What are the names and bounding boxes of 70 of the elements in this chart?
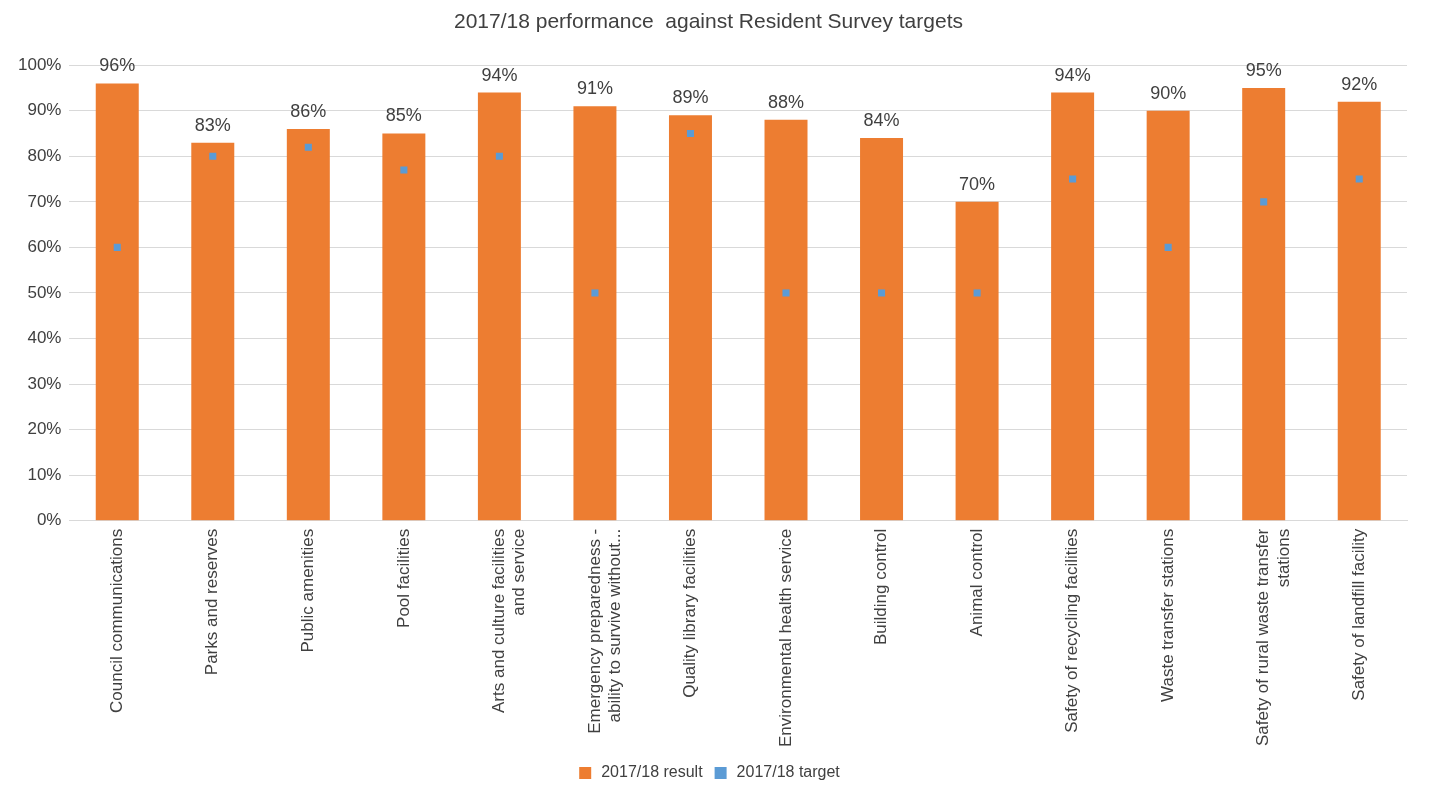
x-tick-label: Arts and culture facilities and service	[489, 528, 529, 713]
bar	[1146, 110, 1190, 521]
x-tick-label: Pool facilities	[393, 528, 413, 628]
legend-label: 2017/18 target	[736, 763, 841, 781]
point	[1069, 175, 1077, 183]
y-tick-label: 30%	[27, 373, 62, 393]
data-label: 83%	[194, 114, 231, 135]
data-label: 92%	[1341, 73, 1378, 94]
data-label: 90%	[1150, 82, 1187, 103]
bar	[955, 201, 999, 521]
point	[209, 152, 217, 160]
x-tick-label: Building control	[871, 528, 891, 645]
point	[1260, 198, 1268, 206]
point	[113, 243, 121, 251]
bar	[477, 92, 521, 521]
chart-title: 2017/18 performance against Resident Survey targets	[454, 9, 963, 33]
bar	[764, 119, 808, 521]
y-tick-label: 90%	[27, 100, 62, 120]
point	[495, 152, 503, 160]
data-label: 95%	[1245, 59, 1282, 80]
point	[591, 289, 599, 297]
point	[686, 129, 695, 138]
data-label: 85%	[385, 105, 422, 126]
legend-label: 2017/18 result	[601, 763, 704, 781]
y-tick-label: 10%	[27, 464, 62, 484]
x-tick-label: Quality library facilities	[680, 528, 700, 698]
data-label: 88%	[767, 91, 805, 112]
x-tick-label: Public amenities	[298, 528, 318, 653]
bar	[95, 83, 139, 521]
data-label: 89%	[672, 87, 709, 108]
point	[973, 289, 981, 297]
y-tick-label: 40%	[27, 328, 62, 348]
data-label: 86%	[290, 100, 327, 121]
x-tick-label: Environmental health service	[775, 528, 795, 747]
bar	[191, 142, 235, 521]
point	[1164, 243, 1172, 251]
data-label: 96%	[99, 55, 136, 76]
point	[1355, 175, 1363, 183]
y-tick-label: 80%	[27, 145, 62, 165]
bar	[1051, 92, 1095, 521]
bar	[668, 115, 712, 521]
bar	[1337, 101, 1381, 521]
y-tick-label: 100%	[18, 54, 62, 74]
data-label: 94%	[1054, 64, 1091, 85]
y-tick-label: 70%	[27, 191, 62, 211]
bar	[382, 133, 426, 521]
data-label: 91%	[576, 78, 613, 99]
x-tick-label: Parks and reserves	[202, 528, 222, 676]
point	[304, 143, 312, 151]
data-label: 84%	[863, 110, 900, 131]
x-tick-label: Safety of recycling facilities	[1062, 528, 1082, 733]
point	[878, 289, 886, 297]
y-tick-label: 20%	[27, 419, 62, 439]
data-label: 94%	[481, 64, 518, 85]
y-tick-label: 60%	[27, 237, 62, 257]
y-tick-label: 50%	[27, 282, 62, 302]
x-tick-label: Safety of landfill facility	[1348, 528, 1368, 701]
x-tick-label: Waste transfer stations	[1157, 528, 1177, 702]
point	[400, 166, 408, 174]
bar	[286, 128, 330, 521]
bar	[1242, 87, 1286, 521]
bar	[860, 138, 904, 521]
point	[782, 289, 790, 297]
bar	[573, 106, 617, 521]
x-tick-label: Council communications	[106, 528, 126, 713]
y-tick-label: 0%	[36, 510, 62, 530]
x-tick-label: Animal control	[966, 528, 986, 637]
data-label: 70%	[959, 173, 996, 194]
x-tick-label: Emergency preparedness - ability to survive without...	[584, 528, 625, 734]
x-tick-label: Safety of rural waste transfer stations	[1253, 528, 1293, 747]
